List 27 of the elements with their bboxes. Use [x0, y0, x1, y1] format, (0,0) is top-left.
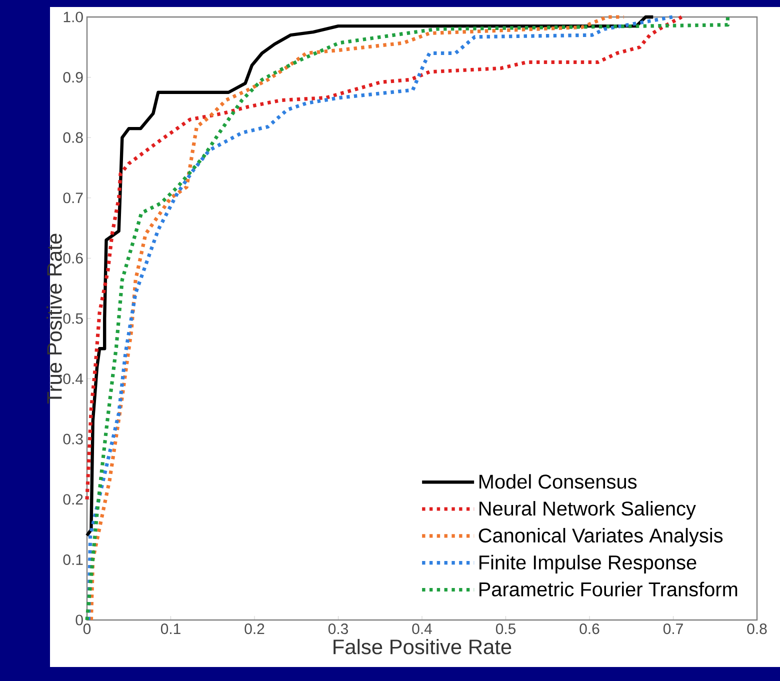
y-axis-title: True Positive Rate: [46, 234, 62, 404]
y-tick-label: 0: [76, 614, 83, 626]
x-tick-label: 0.8: [747, 624, 767, 634]
x-tick-label: 0.3: [328, 624, 348, 634]
x-tick-label: 0.5: [496, 624, 516, 634]
legend-label: Model Consensus: [480, 474, 637, 489]
legend-label: Neural Network Saliency: [480, 501, 696, 520]
x-tick-label: 0.2: [244, 624, 264, 634]
y-tick-label: 0.7: [63, 192, 83, 204]
legend-label: Finite Impulse Response: [480, 554, 696, 574]
y-tick-label: 0.1: [63, 554, 83, 565]
legend-label: Parametric Fourier Transform: [480, 582, 738, 596]
x-tick-label: 0.7: [663, 624, 683, 634]
x-axis-title: False Positive Rate: [334, 638, 512, 654]
x-tick-label: 0.6: [580, 624, 600, 634]
y-tick-label: 0.6: [63, 252, 83, 264]
y-tick-label: 1.0: [64, 12, 83, 22]
x-tick-label: 0.4: [412, 624, 432, 634]
y-tick-label: 0.2: [63, 494, 83, 505]
y-tick-label: 0.8: [63, 132, 83, 143]
y-tick-label: 0.5: [63, 313, 83, 324]
x-tick-label: 0: [83, 624, 91, 634]
legend-label: Canonical Variates Analysis: [478, 528, 723, 547]
y-tick-label: 0.4: [63, 374, 84, 384]
y-tick-label: 0.9: [63, 72, 83, 83]
x-tick-label: 0.1: [160, 624, 180, 634]
y-tick-label: 0.3: [63, 434, 83, 444]
